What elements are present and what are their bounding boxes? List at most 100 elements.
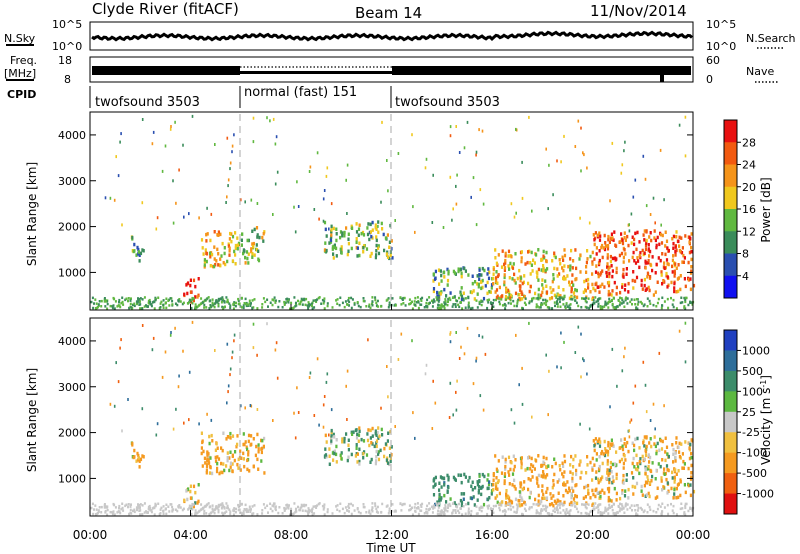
echo-cell (548, 369, 550, 373)
echo-cell (557, 293, 560, 297)
echo-cell (429, 507, 431, 511)
echo-cell (165, 297, 168, 300)
echo-cell (513, 464, 516, 469)
echo-cell (139, 251, 143, 256)
echo-cell (350, 224, 353, 229)
echo-cell (242, 442, 245, 447)
echo-cell (377, 452, 380, 456)
echo-cell (545, 456, 548, 461)
echo-cell (558, 464, 561, 468)
echo-cell (476, 282, 479, 286)
echo-cell (294, 230, 297, 234)
echo-cell (129, 302, 132, 306)
echo-cell (437, 303, 440, 307)
echo-cell (461, 307, 464, 310)
echo-cell (585, 296, 587, 300)
echo-cell (612, 238, 615, 242)
echo-cell (574, 454, 577, 458)
echo-cell (594, 270, 598, 274)
echo-cell (546, 486, 549, 491)
echo-cell (446, 473, 449, 478)
echo-cell (568, 486, 571, 490)
echo-cell (551, 485, 554, 490)
echo-cell (152, 336, 155, 340)
echo-cell (682, 466, 685, 470)
echo-cell (257, 450, 260, 454)
echo-cell (335, 227, 338, 231)
echo-cell (504, 504, 507, 507)
echo-cell (535, 476, 538, 480)
echo-cell (644, 177, 647, 181)
echo-cell (209, 264, 212, 268)
echo-cell (343, 230, 346, 235)
echo-cell (458, 296, 460, 300)
echo-cell (596, 439, 599, 443)
echo-cell (209, 505, 212, 508)
echo-cell (643, 229, 646, 233)
echo-cell (355, 246, 358, 250)
echo-cell (176, 303, 179, 307)
echo-cell (586, 455, 589, 459)
echo-cell (323, 395, 326, 398)
echo-cell (203, 509, 206, 513)
echo-cell (561, 298, 564, 301)
echo-cell (677, 289, 680, 294)
echo-cell (204, 461, 207, 465)
echo-cell (627, 281, 630, 286)
echo-cell (205, 306, 208, 309)
echo-cell (197, 483, 200, 487)
echo-cell (149, 300, 151, 304)
echo-cell (424, 372, 427, 376)
echo-cell (551, 513, 554, 516)
echo-cell (432, 507, 435, 510)
echo-cell (647, 285, 650, 290)
echo-cell (219, 263, 222, 267)
echo-cell (339, 235, 342, 240)
echo-cell (434, 269, 437, 274)
echo-cell (664, 471, 667, 476)
echo-cell (535, 270, 538, 274)
echo-cell (587, 277, 590, 282)
echo-cell (646, 305, 649, 308)
echo-cell (188, 370, 191, 374)
colorbar-tick-label: -25 (742, 426, 760, 439)
echo-cell (323, 503, 326, 506)
echo-cell (384, 442, 387, 446)
echo-cell (479, 188, 482, 192)
echo-cell (546, 512, 549, 515)
echo-cell (351, 504, 354, 507)
echo-cell (585, 278, 588, 283)
echo-cell (542, 269, 545, 273)
echo-cell (497, 273, 500, 277)
echo-cell (563, 454, 566, 458)
echo-cell (689, 483, 692, 487)
echo-cell (316, 357, 319, 361)
echo-cell (598, 503, 601, 506)
echo-cell (663, 404, 665, 408)
echo-cell (634, 303, 637, 306)
echo-cell (325, 380, 328, 384)
echo-cell (561, 255, 564, 259)
echo-cell (625, 478, 628, 482)
echo-cell (154, 298, 157, 302)
echo-cell (451, 218, 453, 222)
echo-cell (635, 453, 638, 458)
echo-cell (103, 298, 106, 301)
echo-cell (262, 503, 265, 506)
echo-cell (350, 246, 353, 251)
echo-cell (550, 496, 553, 500)
echo-cell (560, 160, 562, 164)
echo-cell (475, 356, 478, 360)
echo-cell (261, 235, 264, 240)
echo-cell (507, 455, 511, 460)
echo-cell (251, 505, 254, 508)
echo-cell (675, 486, 678, 491)
echo-cell (535, 511, 538, 515)
echo-cell (535, 253, 538, 257)
echo-cell (542, 298, 545, 302)
echo-cell (260, 447, 263, 451)
echo-cell (528, 289, 531, 294)
echo-cell (508, 276, 511, 280)
echo-cell (119, 140, 121, 144)
echo-cell (371, 442, 374, 446)
